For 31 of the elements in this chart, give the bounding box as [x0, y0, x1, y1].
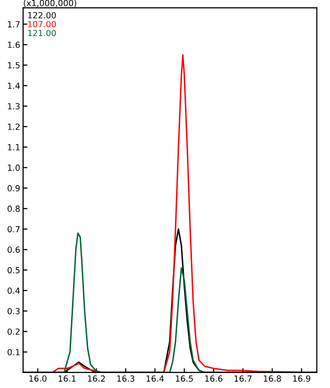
text: (x1,000,000) [24, 0, 76, 8]
y-tick-label: 1.2 [8, 124, 20, 130]
y-tick-label: 0.9 [8, 185, 20, 192]
text: 107.00 [28, 20, 56, 28]
y-tick-label: 0.3 [8, 308, 20, 314]
y-tick-label: 0.6 [8, 246, 20, 253]
y-tick-label: 1.0 [8, 164, 20, 171]
x-tick-label: 16.8 [264, 375, 281, 382]
x-tick-label: 16.5 [176, 375, 193, 382]
y-tick-label: 1.6 [8, 42, 20, 48]
y-tick-label: 1.4 [8, 82, 20, 89]
y-tick-label: 1.1 [8, 144, 20, 150]
y-tick-label: 0.7 [8, 226, 20, 232]
x-tick-label: 16.4 [146, 375, 164, 382]
y-tick-label: 1.7 [8, 21, 20, 28]
y-tick-label: 1.5 [8, 62, 20, 68]
y-tick-label: 0.5 [8, 267, 20, 274]
text: 121.00 [28, 30, 56, 36]
x-tick-label: 16.9 [293, 375, 310, 382]
y-tick-label: 0.2 [8, 328, 20, 335]
x-tick-label: 16.7 [234, 375, 252, 382]
x-tick-label: 16.1 [58, 375, 76, 382]
y-tick-label: 0.8 [8, 206, 20, 212]
y-tick-label: 1.3 [8, 103, 20, 110]
x-tick-label: 16.2 [88, 375, 105, 382]
x-tick-label: 16.3 [117, 375, 134, 382]
text: 122.00 [28, 12, 56, 18]
x-tick-label: 16.0 [29, 375, 46, 382]
y-tick-label: 0.1 [8, 348, 20, 356]
y-tick-label: 0.4 [8, 288, 20, 294]
x-tick-label: 16.6 [205, 375, 222, 382]
